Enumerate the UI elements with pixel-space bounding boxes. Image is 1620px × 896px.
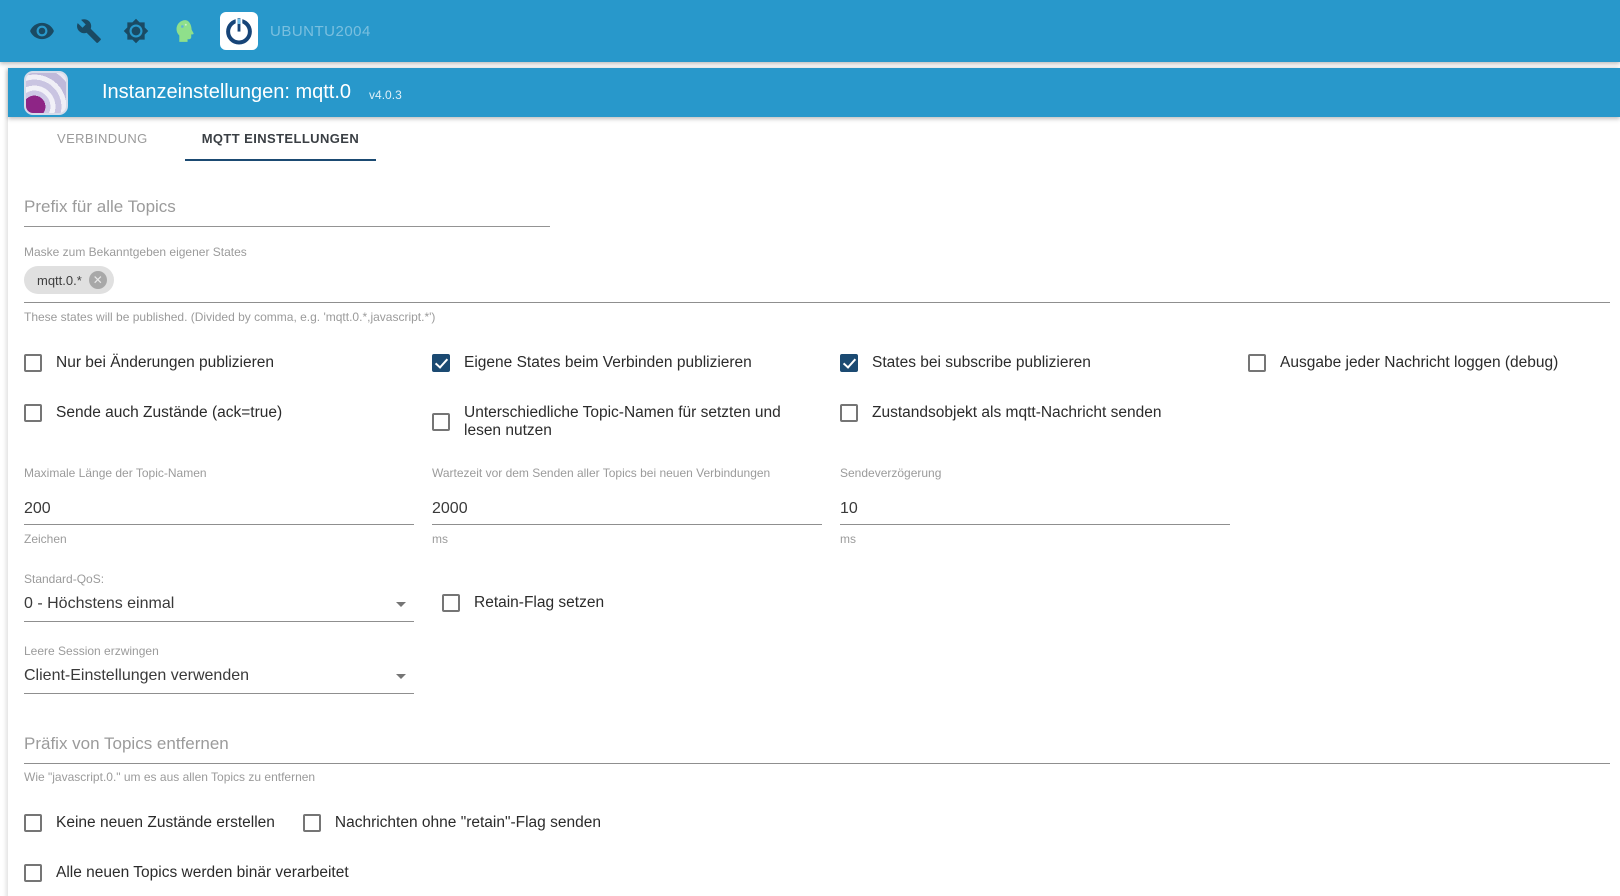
checkbox-no-new-states[interactable]: Keine neuen Zustände erstellen	[24, 814, 275, 832]
publish-mask-input[interactable]: mqtt.0.* ✕	[24, 266, 1610, 303]
send-delay-label: Sendeverzögerung	[840, 466, 942, 480]
dialog-title: Instanzeinstellungen: mqtt.0	[102, 81, 352, 103]
qos-label: Standard-QoS:	[24, 572, 105, 586]
publish-mask-field: Maske zum Bekanntgeben eigener States mq…	[24, 245, 1610, 324]
max-topic-length-unit: Zeichen	[24, 532, 67, 546]
checkbox-binary-topics[interactable]: Alle neuen Topics werden binär verarbeit…	[24, 864, 1610, 882]
session-select-value: Client-Einstellungen verwenden	[24, 667, 250, 684]
send-delay-unit: ms	[840, 532, 856, 546]
qos-select[interactable]: 0 - Höchstens einmal	[24, 595, 414, 622]
send-delay-field: Sendeverzögerung 10 ms	[840, 466, 1248, 546]
prefix-topics-field: Prefix für alle Topics	[24, 197, 1610, 227]
checkbox-box[interactable]	[442, 594, 460, 612]
checkbox-box[interactable]	[1248, 354, 1266, 372]
checkbox-publish-on-change[interactable]: Nur bei Änderungen publizieren	[24, 354, 432, 372]
checkbox-box[interactable]	[840, 404, 858, 422]
checkbox-label: Zustandsobjekt als mqtt-Nachricht senden	[872, 404, 1162, 421]
publish-mask-help: These states will be published. (Divided…	[24, 310, 436, 324]
checkbox-box[interactable]	[24, 354, 42, 372]
checkbox-publish-own-on-connect[interactable]: Eigene States beim Verbinden publizieren	[432, 354, 840, 372]
checkbox-no-retain-flag[interactable]: Nachrichten ohne "retain"-Flag senden	[302, 814, 601, 832]
mask-chip-label: mqtt.0.*	[37, 272, 82, 288]
prefix-topics-input[interactable]	[24, 226, 550, 227]
checkbox-label: States bei subscribe publizieren	[872, 354, 1091, 371]
checkbox-box[interactable]	[432, 413, 450, 431]
checkbox-retain-flag[interactable]: Retain-Flag setzen	[442, 594, 604, 612]
session-select-field: Leere Session erzwingen Client-Einstellu…	[24, 644, 414, 694]
settings-panel: Prefix für alle Topics Maske zum Bekannt…	[8, 161, 1620, 896]
checkbox-label: Nur bei Änderungen publizieren	[56, 354, 275, 371]
remove-prefix-field: Präfix von Topics entfernen Wie "javascr…	[24, 734, 1610, 784]
connect-send-delay-label: Wartezeit vor dem Senden aller Topics be…	[432, 466, 771, 480]
brightness-icon[interactable]	[122, 18, 149, 45]
retain-flag-wrap: Retain-Flag setzen	[442, 572, 604, 622]
remove-prefix-help: Wie "javascript.0." um es aus allen Topi…	[24, 770, 316, 784]
chevron-down-icon	[396, 673, 406, 679]
checkbox-send-state-object[interactable]: Zustandsobjekt als mqtt-Nachricht senden	[840, 404, 1248, 422]
expert-mode-icon[interactable]	[169, 18, 196, 45]
tab-bar: VERBINDUNG MQTT EINSTELLUNGEN	[8, 117, 1620, 161]
app-bar: UBUNTU2004	[0, 0, 1620, 62]
instance-settings-dialog: Instanzeinstellungen: mqtt.0 v4.0.3 VERB…	[8, 68, 1620, 896]
checkbox-row-4: Alle neuen Topics werden binär verarbeit…	[24, 864, 1610, 882]
version-label: v4.0.3	[369, 87, 402, 102]
prefix-topics-label: Prefix für alle Topics	[24, 197, 176, 216]
checkbox-row-2: Sende auch Zustände (ack=true) Unterschi…	[24, 404, 1610, 440]
send-delay-input[interactable]: 10	[840, 500, 1230, 525]
checkbox-label: Retain-Flag setzen	[474, 594, 605, 611]
publish-mask-label: Maske zum Bekanntgeben eigener States	[24, 245, 247, 259]
checkbox-box[interactable]	[24, 404, 42, 422]
qos-select-field: Standard-QoS: 0 - Höchstens einmal	[24, 572, 414, 622]
iobroker-logo[interactable]	[220, 12, 258, 50]
checkbox-label: Alle neuen Topics werden binär verarbeit…	[56, 864, 349, 881]
checkbox-box[interactable]	[24, 864, 42, 882]
checkbox-different-topic-names[interactable]: Unterschiedliche Topic-Namen für setzten…	[432, 404, 840, 440]
checkbox-label: Nachrichten ohne "retain"-Flag senden	[334, 814, 601, 831]
checkbox-label: Eigene States beim Verbinden publizieren	[464, 354, 752, 371]
max-topic-length-input[interactable]: 200	[24, 500, 414, 525]
max-topic-length-label: Maximale Länge der Topic-Namen	[24, 466, 207, 480]
checkbox-row-1: Nur bei Änderungen publizieren Eigene St…	[24, 354, 1610, 372]
connect-send-delay-field: Wartezeit vor dem Senden aller Topics be…	[432, 466, 840, 546]
checkbox-label: Keine neuen Zustände erstellen	[56, 814, 275, 831]
max-topic-length-field: Maximale Länge der Topic-Namen 200 Zeich…	[24, 466, 432, 546]
number-fields-row: Maximale Länge der Topic-Namen 200 Zeich…	[24, 466, 1610, 546]
chip-delete-icon[interactable]: ✕	[88, 271, 107, 289]
eye-icon[interactable]	[28, 18, 55, 45]
checkbox-box[interactable]	[302, 814, 321, 832]
chevron-down-icon	[396, 601, 406, 607]
session-select[interactable]: Client-Einstellungen verwenden	[24, 667, 414, 694]
dialog-header: Instanzeinstellungen: mqtt.0 v4.0.3	[8, 68, 1620, 117]
mqtt-adapter-icon	[24, 70, 68, 115]
checkbox-label: Sende auch Zustände (ack=true)	[56, 404, 283, 421]
checkbox-label: Ausgabe jeder Nachricht loggen (debug)	[1280, 354, 1559, 371]
qos-select-value: 0 - Höchstens einmal	[24, 595, 175, 612]
mask-chip[interactable]: mqtt.0.* ✕	[24, 266, 114, 294]
remove-prefix-input[interactable]	[24, 763, 1610, 764]
connect-send-delay-unit: ms	[432, 532, 448, 546]
checkbox-debug-log[interactable]: Ausgabe jeder Nachricht loggen (debug)	[1248, 354, 1610, 372]
session-label: Leere Session erzwingen	[24, 644, 159, 658]
connect-send-delay-input[interactable]: 2000	[432, 500, 822, 525]
tab-mqtt-einstellungen[interactable]: MQTT EINSTELLUNGEN	[184, 117, 377, 161]
qos-row: Standard-QoS: 0 - Höchstens einmal Retai…	[24, 572, 1610, 622]
checkbox-label: Unterschiedliche Topic-Namen für setzten…	[464, 404, 781, 439]
remove-prefix-label: Präfix von Topics entfernen	[24, 734, 229, 753]
hostname-label: UBUNTU2004	[270, 22, 371, 40]
checkbox-send-ack-states[interactable]: Sende auch Zustände (ack=true)	[24, 404, 432, 422]
wrench-icon[interactable]	[75, 18, 102, 45]
checkbox-row-3: Keine neuen Zustände erstellen Nachricht…	[24, 814, 1610, 832]
checkbox-box[interactable]	[840, 354, 858, 372]
tab-verbindung[interactable]: VERBINDUNG	[57, 130, 148, 146]
checkbox-publish-on-subscribe[interactable]: States bei subscribe publizieren	[840, 354, 1248, 372]
checkbox-box[interactable]	[24, 814, 42, 832]
checkbox-box[interactable]	[432, 354, 450, 372]
